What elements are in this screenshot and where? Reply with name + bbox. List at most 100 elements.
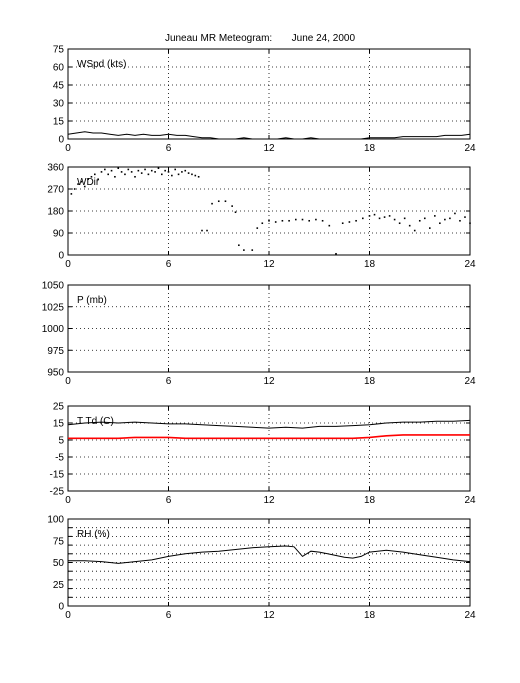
data-point xyxy=(341,222,344,225)
data-point xyxy=(134,175,136,178)
data-point xyxy=(114,175,116,178)
x-tick-label: 18 xyxy=(364,259,376,270)
data-point xyxy=(256,227,259,229)
data-point xyxy=(423,217,426,220)
data-point xyxy=(418,219,421,222)
data-point xyxy=(454,212,456,215)
y-tick-label: 75 xyxy=(53,45,65,56)
x-tick-label: 24 xyxy=(464,143,476,154)
y-tick-label: -15 xyxy=(50,470,65,481)
x-tick-label: 6 xyxy=(166,495,172,506)
panel-label-wspd: WSpd (kts) xyxy=(77,59,126,70)
x-tick-label: 18 xyxy=(364,495,376,506)
data-point xyxy=(469,222,471,225)
data-point xyxy=(83,185,86,188)
y-tick-label: 1000 xyxy=(42,324,65,335)
data-point xyxy=(444,218,446,221)
data-point xyxy=(315,218,317,221)
data-point xyxy=(251,249,254,251)
data-point xyxy=(403,217,406,220)
data-point xyxy=(261,222,264,225)
y-tick-label: 0 xyxy=(58,602,64,613)
y-tick-label: 15 xyxy=(53,117,65,128)
y-tick-label: 90 xyxy=(53,229,65,240)
data-point xyxy=(127,168,130,171)
data-point xyxy=(90,175,93,178)
data-point xyxy=(147,173,150,176)
data-point xyxy=(97,178,99,181)
y-tick-label: 0 xyxy=(58,251,64,262)
data-point xyxy=(274,221,277,223)
data-point xyxy=(137,169,140,172)
data-point xyxy=(100,171,103,173)
y-tick-label: 1050 xyxy=(42,281,65,292)
data-point xyxy=(167,171,170,173)
y-tick-label: 15 xyxy=(53,419,65,430)
x-tick-label: 12 xyxy=(263,143,275,154)
data-point xyxy=(308,219,310,222)
data-point xyxy=(144,168,146,171)
panel-label-rh: RH (%) xyxy=(77,529,110,540)
y-tick-label: 30 xyxy=(53,99,65,110)
data-point xyxy=(268,219,270,222)
data-point xyxy=(161,173,163,176)
x-tick-label: 18 xyxy=(364,376,376,387)
x-tick-label: 12 xyxy=(263,259,275,270)
series-line-wspd-0 xyxy=(67,131,471,140)
data-point xyxy=(104,168,106,171)
data-point xyxy=(184,169,187,172)
data-point xyxy=(439,222,441,225)
data-point xyxy=(120,171,123,173)
data-point xyxy=(171,174,173,177)
data-point xyxy=(194,174,197,177)
data-point xyxy=(201,229,203,232)
data-point xyxy=(238,244,240,247)
y-tick-label: 180 xyxy=(47,207,64,218)
data-point xyxy=(459,219,461,222)
data-point xyxy=(348,221,351,223)
data-point xyxy=(243,249,245,251)
data-point xyxy=(217,200,220,203)
data-point xyxy=(362,217,364,220)
data-point xyxy=(429,227,431,229)
panel-rh: 0 6 12 18 24 0 25 50 75 100 RH (%) xyxy=(47,515,476,622)
x-tick-label: 24 xyxy=(464,259,476,270)
data-point xyxy=(181,171,183,173)
data-point xyxy=(211,202,213,205)
x-tick-label: 6 xyxy=(166,610,172,621)
y-tick-label: 950 xyxy=(47,368,64,379)
x-tick-label: 0 xyxy=(65,610,71,621)
data-point xyxy=(150,169,153,172)
panel-label-wdir: WDir xyxy=(77,177,100,188)
data-point xyxy=(110,169,113,172)
panel-pressure: 0 6 12 18 24 950 975 1000 1025 1050 P (mb) xyxy=(42,281,476,388)
data-point xyxy=(408,224,411,227)
panel-label-temp-dewpoint: T Td (C) xyxy=(77,416,114,427)
data-point xyxy=(140,172,143,174)
data-point xyxy=(197,175,200,178)
data-point xyxy=(107,173,109,176)
data-point xyxy=(70,193,73,195)
y-tick-label: 360 xyxy=(47,163,64,174)
x-tick-label: 24 xyxy=(464,376,476,387)
data-point xyxy=(117,167,120,170)
y-tick-label: 0 xyxy=(58,135,64,146)
x-tick-label: 6 xyxy=(166,259,172,270)
data-point xyxy=(77,183,79,185)
series-line-temp-dewpoint-0 xyxy=(67,419,471,429)
x-tick-label: 6 xyxy=(166,376,172,387)
y-tick-label: 25 xyxy=(53,580,65,591)
data-point xyxy=(224,200,227,203)
data-point xyxy=(73,188,76,190)
series-line-temp-dewpoint-1 xyxy=(68,434,470,440)
data-point xyxy=(398,222,401,225)
data-point xyxy=(231,205,233,207)
x-tick-label: 0 xyxy=(65,495,71,506)
x-tick-label: 24 xyxy=(464,495,476,506)
series-line-rh-0 xyxy=(68,545,471,564)
y-tick-label: -5 xyxy=(55,453,64,464)
panel-wspd: 0 6 12 18 24 0 15 30 45 60 75 WSpd (kts) xyxy=(53,45,476,155)
data-point xyxy=(464,216,466,218)
panel-wdir: 0 6 12 18 24 0 90 180 270 360 WDir xyxy=(47,163,476,271)
data-point xyxy=(124,173,126,176)
